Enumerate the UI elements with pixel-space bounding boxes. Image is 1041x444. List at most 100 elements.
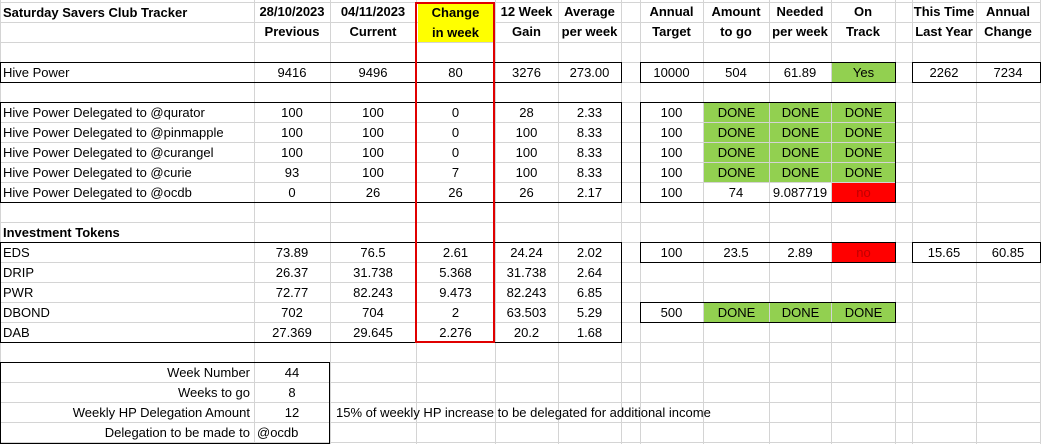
delegation-row-1-to-go[interactable]: DONE [704, 123, 769, 142]
week-number-label[interactable]: Week Number [167, 364, 250, 380]
delegation-row-2-avg[interactable]: 8.33 [576, 144, 603, 160]
weekly-delegation-label[interactable]: Weekly HP Delegation Amount [72, 404, 250, 420]
token-row-0-current[interactable]: 76.5 [360, 244, 386, 260]
header-previous[interactable]: 28/10/2023 Previous [254, 2, 330, 42]
token-row-0-on-track[interactable]: no [832, 243, 895, 262]
delegation-row-3-previous[interactable]: 93 [284, 164, 300, 180]
header-this-time-last-year[interactable]: This Time Last Year [912, 2, 976, 42]
delegation-row-1-on-track[interactable]: DONE [832, 123, 895, 142]
header-needed-per-week[interactable]: Needed per week [769, 2, 831, 42]
delegation-row-0-to-go[interactable]: DONE [704, 103, 769, 122]
token-row-3-needed[interactable]: DONE [770, 303, 831, 322]
hive-power-label[interactable]: Hive Power [3, 64, 70, 80]
token-row-3-label[interactable]: DBOND [3, 304, 50, 320]
header-annual-target[interactable]: Annual Target [640, 2, 703, 42]
delegation-row-3-to-go[interactable]: DONE [704, 163, 769, 182]
header-on-track[interactable]: On Track [831, 2, 895, 42]
delegation-row-4-avg[interactable]: 2.17 [576, 184, 603, 200]
delegation-row-3-avg[interactable]: 8.33 [576, 164, 603, 180]
token-row-4-current[interactable]: 29.645 [353, 324, 393, 340]
hive-power-change[interactable]: 80 [448, 64, 463, 80]
delegation-to-value[interactable]: @ocdb [257, 424, 299, 440]
token-row-0-change[interactable]: 2.61 [442, 244, 469, 260]
hive-power-annual-change[interactable]: 7234 [993, 64, 1023, 80]
weekly-delegation-note[interactable]: 15% of weekly HP increase to be delegate… [336, 404, 711, 420]
delegation-row-1-change[interactable]: 0 [451, 124, 460, 140]
delegation-row-4-target[interactable]: 100 [660, 184, 683, 200]
delegation-row-0-current[interactable]: 100 [362, 104, 384, 120]
delegation-row-2-to-go[interactable]: DONE [704, 143, 769, 162]
token-row-3-target[interactable]: 500 [660, 304, 683, 320]
delegation-row-1-current[interactable]: 100 [362, 124, 384, 140]
delegation-row-2-on-track[interactable]: DONE [832, 143, 895, 162]
delegation-row-0-target[interactable]: 100 [660, 104, 683, 120]
token-row-4-previous[interactable]: 27.369 [272, 324, 312, 340]
delegation-row-4-previous[interactable]: 0 [288, 184, 296, 200]
token-row-1-change[interactable]: 5.368 [439, 264, 472, 280]
token-row-2-avg[interactable]: 6.85 [576, 284, 603, 300]
delegation-row-4-needed[interactable]: 9.087719 [772, 184, 828, 200]
hive-power-average[interactable]: 273.00 [569, 64, 610, 80]
delegation-to-label[interactable]: Delegation to be made to [104, 424, 250, 440]
token-row-2-gain12[interactable]: 82.243 [506, 284, 547, 300]
header-amount-to-go[interactable]: Amount to go [703, 2, 769, 42]
hive-power-current[interactable]: 9496 [358, 64, 388, 80]
delegation-row-3-on-track[interactable]: DONE [832, 163, 895, 182]
token-row-4-avg[interactable]: 1.68 [576, 324, 603, 340]
delegation-row-1-previous[interactable]: 100 [281, 124, 303, 140]
delegation-row-2-target[interactable]: 100 [660, 144, 683, 160]
token-row-0-annual-change[interactable]: 60.85 [991, 244, 1025, 260]
delegation-row-2-current[interactable]: 100 [362, 144, 384, 160]
delegation-row-4-current[interactable]: 26 [365, 184, 381, 200]
token-row-0-to-go[interactable]: 23.5 [723, 244, 749, 260]
delegation-row-1-avg[interactable]: 8.33 [576, 124, 603, 140]
week-number-value[interactable]: 44 [284, 364, 300, 380]
header-12-week-gain[interactable]: 12 Week Gain [495, 2, 558, 42]
investment-tokens-heading[interactable]: Investment Tokens [3, 224, 120, 240]
token-row-3-avg[interactable]: 5.29 [576, 304, 603, 320]
token-row-4-gain12[interactable]: 20.2 [513, 324, 540, 340]
token-row-3-to-go[interactable]: DONE [704, 303, 769, 322]
token-row-0-last-year[interactable]: 15.65 [927, 244, 961, 260]
hive-power-target[interactable]: 10000 [653, 64, 690, 80]
token-row-3-change[interactable]: 2 [451, 304, 460, 320]
delegation-row-3-target[interactable]: 100 [660, 164, 683, 180]
delegation-row-3-gain12[interactable]: 100 [515, 164, 538, 180]
delegation-row-0-label[interactable]: Hive Power Delegated to @qurator [3, 104, 205, 120]
token-row-0-target[interactable]: 100 [660, 244, 683, 260]
delegation-row-1-gain12[interactable]: 100 [515, 124, 538, 140]
weeks-to-go-value[interactable]: 8 [288, 384, 296, 400]
delegation-row-4-gain12[interactable]: 26 [519, 184, 534, 200]
delegation-row-1-target[interactable]: 100 [660, 124, 683, 140]
delegation-row-2-change[interactable]: 0 [451, 144, 460, 160]
hive-power-to-go[interactable]: 504 [725, 64, 747, 80]
token-row-2-change[interactable]: 9.473 [439, 284, 472, 300]
delegation-row-0-gain12[interactable]: 28 [519, 104, 534, 120]
header-change-in-week[interactable]: Change in week [418, 4, 493, 42]
hive-power-on-track-badge[interactable]: Yes [832, 63, 895, 82]
token-row-2-label[interactable]: PWR [3, 284, 34, 300]
delegation-row-0-on-track[interactable]: DONE [832, 103, 895, 122]
hive-power-last-year[interactable]: 2262 [929, 64, 959, 80]
delegation-row-4-to-go[interactable]: 74 [728, 184, 744, 200]
delegation-row-3-current[interactable]: 100 [362, 164, 384, 180]
token-row-1-previous[interactable]: 26.37 [275, 264, 309, 280]
delegation-row-0-needed[interactable]: DONE [770, 103, 831, 122]
token-row-1-label[interactable]: DRIP [3, 264, 35, 280]
delegation-row-3-needed[interactable]: DONE [770, 163, 831, 182]
weekly-delegation-value[interactable]: 12 [284, 404, 300, 420]
token-row-0-previous[interactable]: 73.89 [275, 244, 309, 260]
token-row-3-on-track[interactable]: DONE [832, 303, 895, 322]
header-annual-change[interactable]: Annual Change [976, 2, 1040, 42]
token-row-2-current[interactable]: 82.243 [353, 284, 393, 300]
delegation-row-4-on-track[interactable]: no [832, 183, 895, 202]
delegation-row-3-change[interactable]: 7 [451, 164, 460, 180]
hive-power-gain[interactable]: 3276 [512, 64, 541, 80]
token-row-0-label[interactable]: EDS [3, 244, 30, 260]
header-average-per-week[interactable]: Average per week [558, 2, 621, 42]
token-row-0-gain12[interactable]: 24.24 [510, 244, 543, 260]
token-row-4-label[interactable]: DAB [3, 324, 30, 340]
token-row-3-gain12[interactable]: 63.503 [506, 304, 547, 320]
delegation-row-2-label[interactable]: Hive Power Delegated to @curangel [3, 144, 214, 160]
delegation-row-2-previous[interactable]: 100 [281, 144, 303, 160]
